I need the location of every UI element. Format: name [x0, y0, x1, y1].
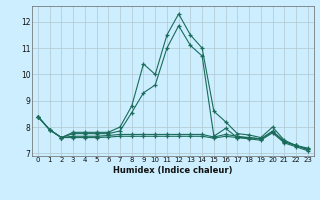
X-axis label: Humidex (Indice chaleur): Humidex (Indice chaleur)	[113, 166, 233, 175]
